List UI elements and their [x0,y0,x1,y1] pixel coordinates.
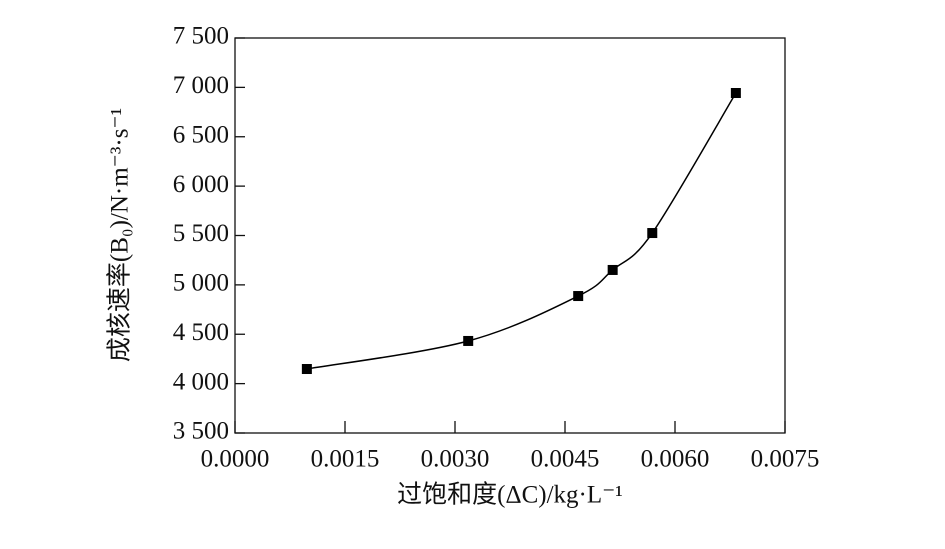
y-axis-label: 成核速率(B₀)/N·m⁻³·s⁻¹ [106,108,134,362]
data-point [730,88,741,99]
x-tick-label: 0.0015 [311,446,380,473]
y-tick-label: 3 500 [173,418,229,445]
x-tick-label: 0.0045 [531,446,600,473]
data-point [301,364,312,375]
x-axis-label: 过饱和度(ΔC)/kg·L⁻¹ [397,481,623,509]
data-point [573,291,584,302]
y-tick-label: 4 500 [173,319,229,346]
fit-curve [306,92,737,370]
y-tick-label: 6 500 [173,121,229,148]
x-tick-label: 0.0000 [201,446,270,473]
y-tick-label: 4 000 [173,368,229,395]
data-point [463,335,474,346]
data-point [607,264,618,275]
y-tick-label: 5 500 [173,220,229,247]
y-tick-label: 7 500 [173,23,229,50]
plot-frame [234,37,786,434]
x-tick-label: 0.0030 [421,446,490,473]
y-tick-label: 7 000 [173,72,229,99]
data-point [647,228,658,239]
x-tick-label: 0.0060 [641,446,710,473]
x-tick-label: 0.0075 [751,446,820,473]
y-tick-label: 6 000 [173,171,229,198]
y-tick-label: 5 000 [173,270,229,297]
